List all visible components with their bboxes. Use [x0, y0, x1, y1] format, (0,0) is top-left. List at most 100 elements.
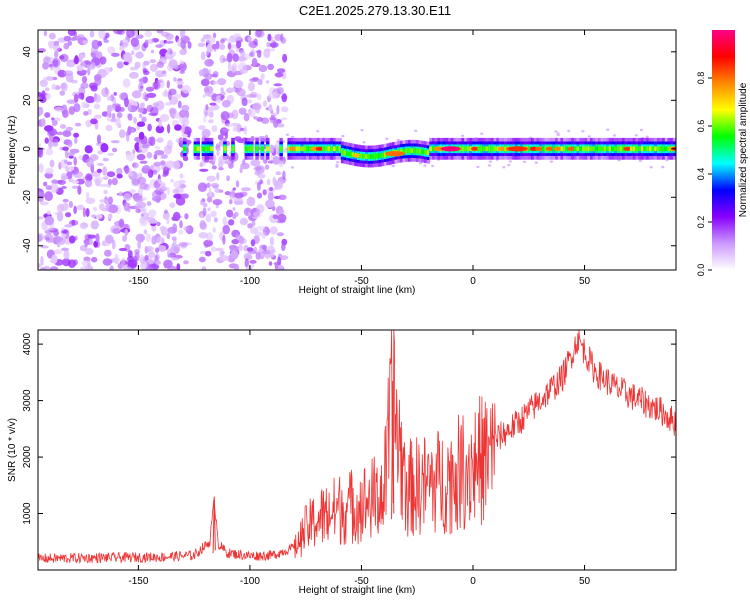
heatmap-faint-dot	[508, 160, 512, 163]
heatmap-noise-blob	[77, 34, 85, 39]
heatmap-xtick-label: -100	[240, 276, 260, 287]
heatmap-noise-blob	[54, 50, 59, 58]
heatmap-band-cell	[480, 146, 484, 152]
heatmap-faint-dot	[423, 164, 427, 167]
heatmap-faint-dot	[414, 129, 418, 132]
heatmap-band-cell	[324, 146, 329, 152]
heatmap-band-cell	[423, 149, 428, 155]
heatmap-noise-blob	[181, 133, 188, 137]
heatmap-noise-blob	[38, 143, 42, 147]
heatmap-noise-blob	[84, 179, 93, 188]
heatmap-noise-blob	[167, 91, 172, 100]
heatmap-band-highlight	[567, 146, 576, 151]
heatmap-noise-blob	[171, 242, 176, 250]
heatmap-noise-blob	[135, 51, 144, 59]
heatmap-noise-blob	[151, 224, 157, 232]
heatmap-noise-blob	[140, 207, 147, 213]
heatmap-noise-blob	[124, 228, 129, 237]
heatmap-noise-blob	[90, 118, 98, 125]
line-ytick-label: 2000	[22, 445, 33, 468]
heatmap-noise-blob	[198, 232, 209, 239]
heatmap-faint-dot	[581, 130, 585, 133]
heatmap-noise-blob	[172, 211, 181, 222]
heatmap-noise-blob	[126, 152, 135, 162]
line-xtick-label: -100	[240, 576, 260, 587]
heatmap-noise-blob	[210, 105, 214, 110]
heatmap-noise-blob	[233, 200, 244, 206]
heatmap-noise-blob	[148, 251, 156, 259]
heatmap-noise-blob	[79, 40, 83, 45]
heatmap-noise-blob	[226, 52, 233, 63]
heatmap-noise-blob	[220, 91, 226, 96]
heatmap-noise-blob	[68, 106, 76, 115]
heatmap-noise-blob	[163, 89, 168, 97]
heatmap-noise-blob	[152, 81, 161, 90]
heatmap-noise-blob	[174, 124, 182, 131]
heatmap-noise-blob	[62, 233, 67, 239]
heatmap-noise-blob	[106, 171, 116, 178]
heatmap-noise-blob	[53, 117, 61, 122]
heatmap-noise-blob	[226, 209, 234, 218]
heatmap-noise-blob	[239, 166, 243, 174]
heatmap-noise-blob	[222, 216, 227, 226]
heatmap-ytick-label: 20	[22, 94, 33, 106]
line-plot-area	[38, 330, 676, 565]
heatmap-peak	[440, 146, 461, 152]
heatmap-noise-blob	[93, 93, 102, 104]
heatmap-noise-blob	[119, 45, 125, 51]
heatmap-faint-dot	[316, 130, 320, 133]
heatmap-band-cell	[541, 146, 546, 152]
heatmap-noise-blob	[200, 37, 206, 43]
heatmap-noise-blob	[45, 167, 54, 175]
heatmap-noise-blob	[170, 179, 174, 183]
heatmap-noise-blob	[166, 186, 171, 196]
heatmap-noise-blob	[118, 218, 125, 228]
heatmap-noise-blob	[243, 252, 252, 261]
heatmap-noise-blob	[205, 104, 209, 111]
heatmap-noise-blob	[197, 182, 208, 192]
heatmap-noise-blob	[210, 210, 217, 218]
heatmap-noise-blob	[44, 92, 51, 100]
heatmap-faint-dot	[431, 164, 435, 168]
heatmap-noise-blob	[149, 63, 158, 72]
heatmap-noise-blob	[56, 203, 65, 213]
heatmap-noise-blob	[59, 124, 67, 129]
heatmap-noise-blob	[265, 199, 275, 208]
heatmap-noise-blob	[181, 84, 192, 94]
heatmap-noise-blob	[197, 42, 206, 48]
heatmap-noise-blob	[63, 250, 70, 260]
heatmap-frame	[37, 29, 677, 271]
heatmap-band-cell	[573, 146, 578, 152]
heatmap-noise-blob	[278, 209, 285, 216]
line-ytick-label: 1000	[22, 502, 33, 525]
heatmap-noise-blob	[40, 118, 46, 127]
heatmap-noise-blob	[179, 220, 183, 229]
heatmap-noise-blob	[167, 248, 171, 258]
line-xtick-label: -50	[354, 576, 369, 587]
heatmap-noise-blob	[116, 62, 124, 69]
heatmap-faint-dot	[612, 134, 617, 137]
heatmap-band-cell	[413, 148, 417, 154]
heatmap-noise-blob	[153, 153, 158, 160]
heatmap-noise-blob	[102, 157, 110, 162]
heatmap-noise-blob	[205, 250, 212, 257]
heatmap-band-cell	[466, 146, 471, 152]
heatmap-noise-blob	[165, 102, 172, 106]
heatmap-noise-blob	[110, 140, 120, 144]
heatmap-noise-blob	[177, 83, 183, 89]
heatmap-noise-blob	[216, 150, 220, 156]
heatmap-noise-blob	[281, 93, 288, 103]
heatmap-noise-blob	[126, 30, 135, 38]
heatmap-band-cell	[209, 146, 214, 152]
heatmap-noise-blob	[231, 238, 240, 245]
heatmap-noise-blob	[261, 244, 267, 250]
heatmap-faint-dot	[554, 130, 558, 133]
heatmap-noise-blob	[67, 161, 73, 166]
heatmap-noise-blob	[148, 136, 153, 145]
heatmap-noise-blob	[231, 122, 241, 127]
heatmap-band-cell	[367, 154, 372, 159]
heatmap-noise-blob	[274, 261, 279, 270]
heatmap-noise-blob	[145, 266, 154, 270]
heatmap-noise-blob	[101, 72, 108, 76]
heatmap-faint-dot	[476, 165, 480, 169]
